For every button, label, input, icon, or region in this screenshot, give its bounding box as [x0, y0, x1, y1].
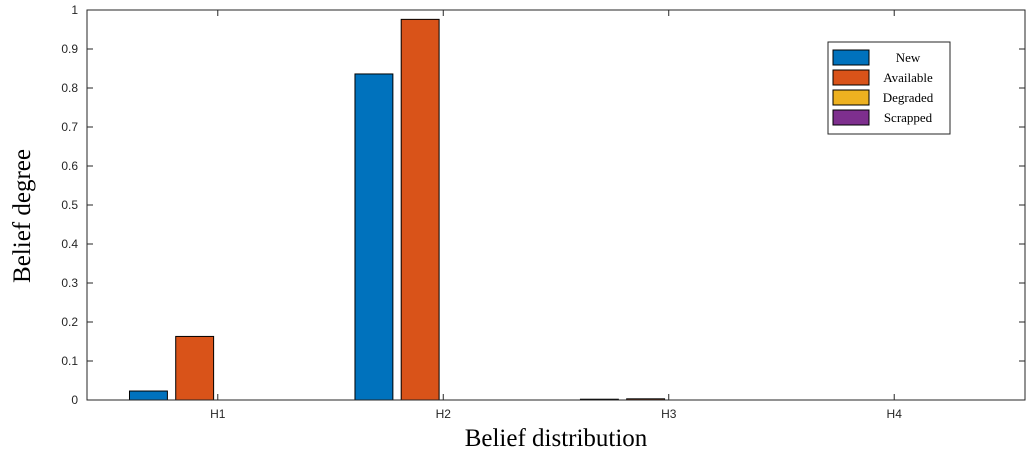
- x-axis-label: Belief distribution: [465, 425, 648, 452]
- y-tick-label: 0.7: [61, 120, 78, 134]
- y-axis-label: Belief degree: [9, 149, 36, 283]
- legend: New Available Degraded Scrapped: [827, 41, 951, 135]
- legend-label-degraded: Degraded: [883, 90, 934, 105]
- legend-label-scrapped: Scrapped: [884, 110, 933, 125]
- bar-available-h2: [400, 18, 440, 401]
- bar-new-h2: [354, 73, 394, 401]
- y-tick-label: 0.9: [61, 42, 78, 56]
- y-tick-label: 1: [71, 3, 78, 17]
- legend-swatch-degraded: [832, 89, 870, 106]
- axes-box: [86, 9, 1026, 401]
- y-tick-label: 0: [71, 393, 78, 407]
- bars-group: [128, 18, 666, 401]
- x-tick-label: H1: [210, 407, 226, 421]
- x-tick-label: H4: [887, 407, 903, 421]
- x-tick-label: H3: [661, 407, 677, 421]
- y-tick-label: 0.4: [61, 237, 78, 251]
- legend-swatch-new: [832, 49, 870, 66]
- y-tick-label: 0.2: [61, 315, 78, 329]
- legend-label-new: New: [896, 50, 921, 65]
- y-tick-label: 0.5: [61, 198, 78, 212]
- legend-label-available: Available: [883, 70, 933, 85]
- y-tick-label: 0.1: [61, 354, 78, 368]
- legend-swatch-scrapped: [832, 109, 870, 126]
- x-tick-label: H2: [436, 407, 452, 421]
- y-tick-label: 0.6: [61, 159, 78, 173]
- bar-new-h1: [128, 390, 168, 401]
- legend-swatch-available: [832, 69, 870, 86]
- bar-available-h1: [175, 335, 215, 401]
- y-tick-label: 0.3: [61, 276, 78, 290]
- y-tick-label: 0.8: [61, 81, 78, 95]
